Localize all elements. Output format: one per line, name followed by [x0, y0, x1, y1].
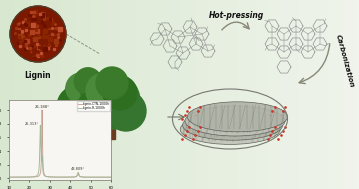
Circle shape [66, 73, 97, 104]
Lignin-R-1000h [77, 175, 81, 177]
Lignin-CTN-1000h [89, 176, 93, 178]
Lignin-CTN-1000h [17, 176, 22, 178]
Ellipse shape [185, 106, 285, 136]
Circle shape [84, 73, 140, 129]
Circle shape [106, 91, 146, 131]
Text: 26.188°: 26.188° [34, 105, 50, 109]
Circle shape [57, 87, 95, 124]
Lignin-CTN-1000h [77, 174, 81, 177]
Lignin-CTN-1000h [7, 176, 11, 178]
Text: 25.313°: 25.313° [25, 122, 39, 126]
FancyBboxPatch shape [85, 110, 90, 129]
Circle shape [64, 73, 112, 121]
Circle shape [86, 73, 122, 109]
Lignin-CTN-1000h [87, 176, 91, 178]
Circle shape [83, 88, 117, 122]
Circle shape [96, 67, 128, 99]
Text: 43.809°: 43.809° [71, 167, 85, 171]
Text: Carbonization: Carbonization [335, 34, 355, 88]
Circle shape [103, 76, 137, 110]
Legend: Lignin-CTN-1000h, Lignin-R-1000h: Lignin-CTN-1000h, Lignin-R-1000h [77, 101, 110, 111]
Text: Lignin: Lignin [25, 71, 51, 80]
Lignin-R-1000h [7, 176, 11, 178]
Lignin-R-1000h [109, 176, 113, 178]
Lignin-CTN-1000h [52, 176, 56, 178]
Lignin-CTN-1000h [40, 109, 44, 111]
Lignin-CTN-1000h [109, 176, 113, 178]
Lignin-R-1000h [52, 176, 56, 178]
Line: Lignin-R-1000h: Lignin-R-1000h [9, 125, 111, 177]
Text: Hot-pressing: Hot-pressing [208, 11, 264, 19]
Lignin-R-1000h [17, 176, 22, 178]
Ellipse shape [183, 110, 283, 140]
Circle shape [74, 68, 102, 95]
Circle shape [80, 75, 109, 104]
Circle shape [76, 89, 120, 133]
Ellipse shape [180, 114, 280, 144]
Lignin-R-1000h [89, 176, 93, 178]
Lignin-R-1000h [48, 176, 53, 178]
FancyBboxPatch shape [109, 117, 115, 139]
Circle shape [10, 6, 66, 62]
Lignin-R-1000h [87, 176, 91, 178]
Ellipse shape [187, 102, 288, 132]
Lignin-R-1000h [38, 124, 42, 126]
Lignin-CTN-1000h [48, 176, 53, 178]
Line: Lignin-CTN-1000h: Lignin-CTN-1000h [9, 110, 111, 177]
